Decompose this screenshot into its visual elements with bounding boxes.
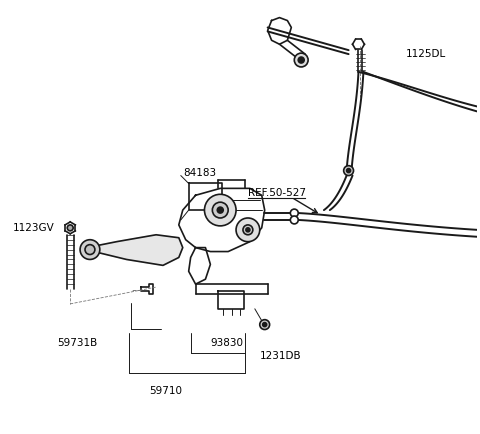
- Circle shape: [212, 202, 228, 218]
- Circle shape: [298, 57, 304, 63]
- Circle shape: [347, 169, 350, 173]
- Circle shape: [236, 218, 260, 242]
- Circle shape: [85, 245, 95, 254]
- Circle shape: [246, 228, 250, 232]
- Text: 1125DL: 1125DL: [406, 49, 446, 59]
- Circle shape: [80, 240, 100, 260]
- Circle shape: [290, 209, 298, 217]
- Circle shape: [243, 225, 253, 235]
- Text: REF.50-527: REF.50-527: [248, 188, 306, 198]
- Text: 1231DB: 1231DB: [260, 351, 301, 361]
- Polygon shape: [84, 235, 183, 265]
- Circle shape: [294, 53, 308, 67]
- Circle shape: [344, 166, 354, 175]
- Text: 1123GV: 1123GV: [13, 223, 55, 233]
- Circle shape: [67, 225, 73, 231]
- Circle shape: [204, 194, 236, 226]
- Text: 93830: 93830: [210, 339, 243, 349]
- Circle shape: [260, 320, 270, 329]
- Text: 84183: 84183: [184, 168, 217, 178]
- Circle shape: [263, 322, 267, 326]
- Circle shape: [290, 216, 298, 224]
- Text: 59710: 59710: [149, 386, 182, 396]
- Text: 59731B: 59731B: [58, 339, 97, 349]
- Circle shape: [217, 207, 223, 213]
